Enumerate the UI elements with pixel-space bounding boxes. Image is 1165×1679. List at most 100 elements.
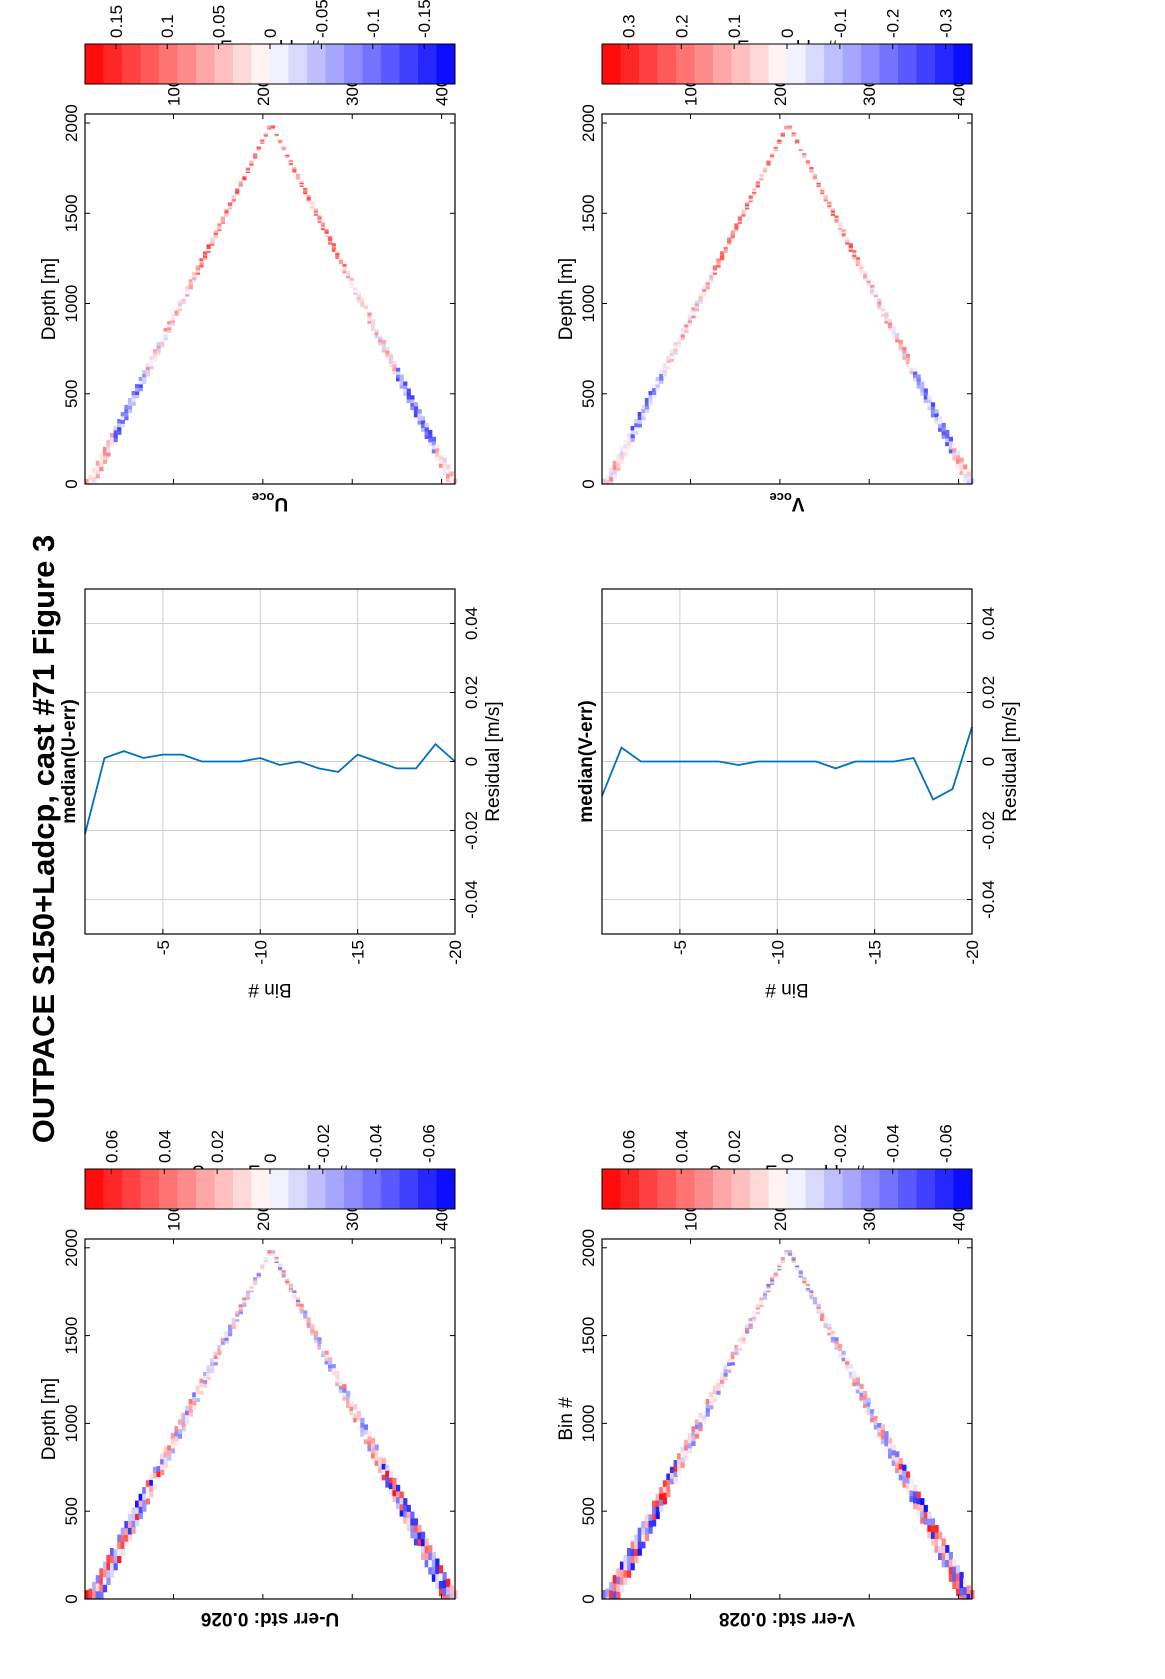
data-cell <box>324 1357 329 1362</box>
data-cell <box>945 1552 950 1561</box>
data-cell <box>662 1480 667 1487</box>
colorbar-swatch <box>750 1169 769 1209</box>
data-cell <box>727 1365 732 1370</box>
data-cell <box>895 1456 900 1463</box>
colorbar-swatch <box>620 1169 640 1209</box>
data-cell <box>249 1285 254 1289</box>
data-cell <box>131 1513 136 1521</box>
data-cell <box>92 467 97 473</box>
data-cell <box>338 1388 343 1394</box>
data-cell <box>716 1382 721 1388</box>
data-cell <box>195 272 201 275</box>
data-cell <box>167 1444 172 1451</box>
data-cell <box>346 270 351 274</box>
data-cell <box>313 208 318 211</box>
data-cell <box>805 1285 810 1289</box>
data-cell <box>930 1518 936 1526</box>
data-cell <box>619 1561 625 1570</box>
data-cell <box>955 1572 961 1581</box>
data-cell <box>346 1403 351 1408</box>
data-cell <box>759 174 764 177</box>
data-cell <box>748 1325 753 1329</box>
data-cell <box>752 1313 757 1317</box>
data-cell <box>848 243 853 246</box>
data-cell <box>762 1292 768 1296</box>
data-cell <box>687 316 692 321</box>
y-tick-label: 2000 <box>579 1229 598 1267</box>
data-cell <box>163 331 168 335</box>
data-cell <box>274 132 279 134</box>
data-cell <box>292 167 297 169</box>
data-cell <box>245 1290 251 1294</box>
data-cell <box>177 1433 183 1439</box>
colorbar-swatch <box>325 1169 345 1209</box>
data-cell <box>313 213 318 216</box>
data-cell <box>737 1341 742 1345</box>
data-cell <box>662 372 667 377</box>
data-cell <box>431 440 436 446</box>
data-cell <box>809 1296 814 1300</box>
data-cell <box>210 1365 215 1370</box>
data-cell <box>424 1559 429 1568</box>
data-cell <box>188 284 193 287</box>
data-cell <box>673 348 678 352</box>
data-cell <box>680 1456 685 1463</box>
data-cell <box>902 349 907 354</box>
data-cell <box>959 466 964 471</box>
data-cell <box>641 408 646 413</box>
data-cell <box>417 1545 422 1553</box>
data-cell <box>156 1471 161 1478</box>
data-cell <box>812 174 818 176</box>
data-cell <box>837 1350 843 1354</box>
data-cell <box>371 319 376 323</box>
data-cell <box>691 1440 696 1446</box>
data-cell <box>884 320 889 324</box>
data-cell <box>669 1472 675 1479</box>
x-tick-label: 0 <box>979 757 998 766</box>
data-cell <box>902 1475 907 1482</box>
data-cell <box>174 1435 179 1442</box>
data-cell <box>705 1398 710 1404</box>
data-cell <box>877 298 882 302</box>
data-cell <box>192 272 197 276</box>
data-cell <box>673 345 678 349</box>
data-cell <box>374 1444 379 1451</box>
colorbar-swatch <box>288 1169 308 1209</box>
data-cell <box>852 250 857 253</box>
data-cell <box>310 201 315 204</box>
data-cell <box>396 374 401 379</box>
data-cell <box>687 1447 692 1454</box>
data-cell <box>677 344 682 348</box>
data-cell <box>249 1289 254 1293</box>
data-cell <box>641 416 646 421</box>
data-cell <box>873 291 878 295</box>
data-cell <box>834 220 839 223</box>
data-cell <box>99 458 104 463</box>
data-cell <box>666 1479 671 1486</box>
data-cell <box>680 1462 685 1468</box>
data-cell <box>367 1431 372 1437</box>
data-cell <box>424 426 429 432</box>
data-cell <box>880 1433 885 1440</box>
data-cell <box>866 277 871 281</box>
data-cell <box>845 240 850 243</box>
data-cell <box>177 300 183 304</box>
data-cell <box>85 478 90 484</box>
data-cell <box>406 388 411 393</box>
data-cell <box>702 1414 707 1420</box>
data-cell <box>734 1344 739 1349</box>
data-cell <box>798 1270 803 1273</box>
y-tick-label: 500 <box>579 380 598 408</box>
data-cell <box>417 1538 422 1546</box>
data-cell <box>424 1545 429 1554</box>
data-cell <box>170 1437 176 1444</box>
data-cell <box>410 1511 415 1519</box>
data-cell <box>948 440 953 446</box>
data-cell <box>231 1323 236 1327</box>
colorbar-tick-label: 0 <box>778 1154 797 1163</box>
data-cell <box>820 187 825 190</box>
data-cell <box>113 425 118 431</box>
data-cell <box>438 458 444 464</box>
data-cell <box>655 380 660 385</box>
